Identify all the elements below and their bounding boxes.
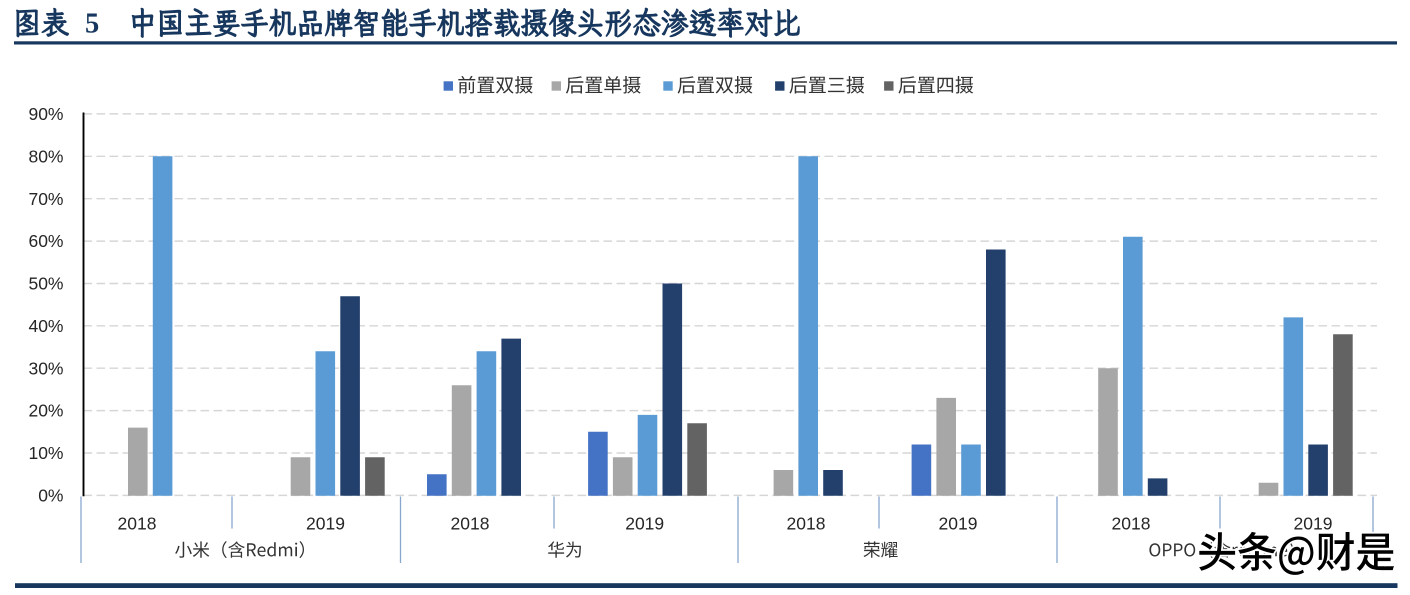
svg-text:2019: 2019 <box>306 514 345 534</box>
svg-text:2018: 2018 <box>1112 514 1151 534</box>
svg-text:80%: 80% <box>28 146 63 166</box>
svg-text:0%: 0% <box>38 486 63 506</box>
svg-text:2019: 2019 <box>939 514 978 534</box>
svg-text:2018: 2018 <box>118 514 157 534</box>
svg-text:90%: 90% <box>28 104 63 124</box>
svg-text:2018: 2018 <box>451 514 490 534</box>
svg-text:2019: 2019 <box>625 514 664 534</box>
svg-text:70%: 70% <box>28 189 63 209</box>
svg-text:40%: 40% <box>28 316 63 336</box>
svg-text:20%: 20% <box>28 401 63 421</box>
svg-text:10%: 10% <box>28 443 63 463</box>
svg-text:2019: 2019 <box>1294 514 1333 534</box>
svg-text:30%: 30% <box>28 358 63 378</box>
svg-text:60%: 60% <box>28 231 63 251</box>
svg-text:50%: 50% <box>28 274 63 294</box>
svg-text:5: 5 <box>85 8 99 39</box>
svg-text:2018: 2018 <box>787 514 826 534</box>
